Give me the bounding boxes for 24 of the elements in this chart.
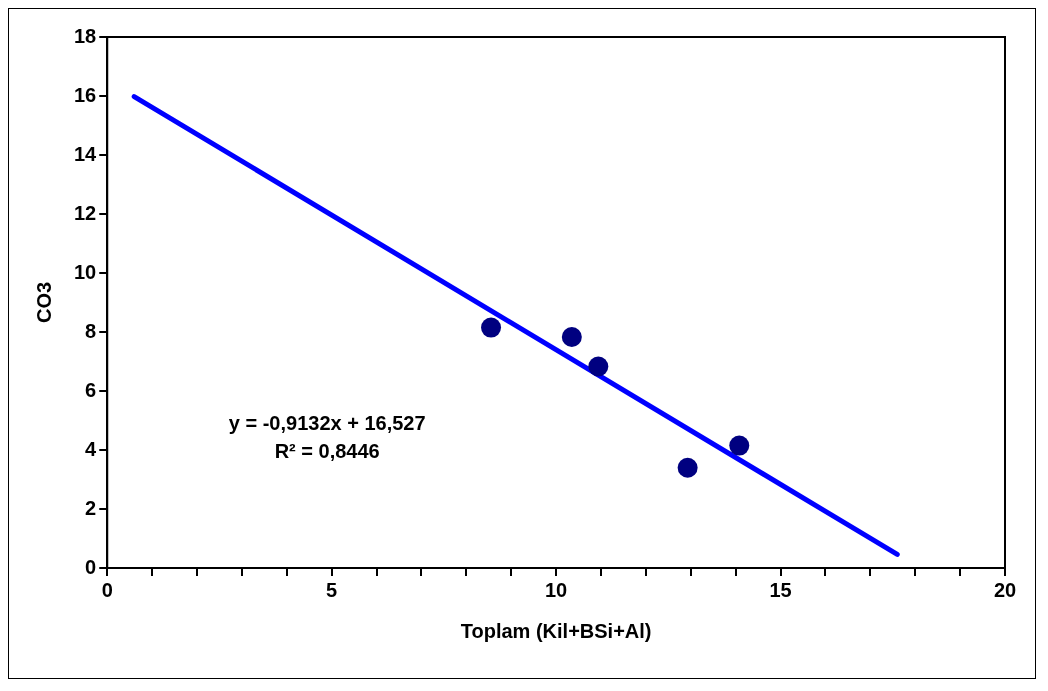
y-tick-label: 8: [85, 319, 97, 342]
x-tick-label: 10: [545, 578, 568, 601]
y-tick-label: 18: [74, 24, 97, 47]
y-tick-label: 12: [74, 201, 97, 224]
point: [729, 435, 750, 456]
y-tick-label: 4: [85, 437, 98, 460]
point: [588, 356, 609, 377]
y-tick-label: 10: [74, 260, 97, 283]
annotation: y = -0,9132x + 16,527: [228, 412, 426, 435]
y-tick-label: 14: [74, 142, 98, 165]
x-tick-label: 15: [769, 578, 792, 601]
point: [481, 317, 502, 338]
point: [677, 457, 698, 478]
x-tick-label: 20: [993, 578, 1017, 601]
y-tick-label: 0: [85, 555, 97, 578]
point: [561, 327, 582, 348]
x-tick-label: 5: [326, 578, 338, 601]
annotation: R² = 0,8446: [274, 440, 380, 463]
y-tick-label: 2: [85, 496, 97, 519]
x-tick-label: 0: [101, 578, 113, 601]
y-tick-label: 16: [74, 83, 97, 106]
y-tick-label: 6: [85, 378, 97, 401]
y-axis-title: CO3: [32, 281, 55, 324]
x-axis-title: Toplam (Kil+BSi+Al): [460, 619, 652, 642]
